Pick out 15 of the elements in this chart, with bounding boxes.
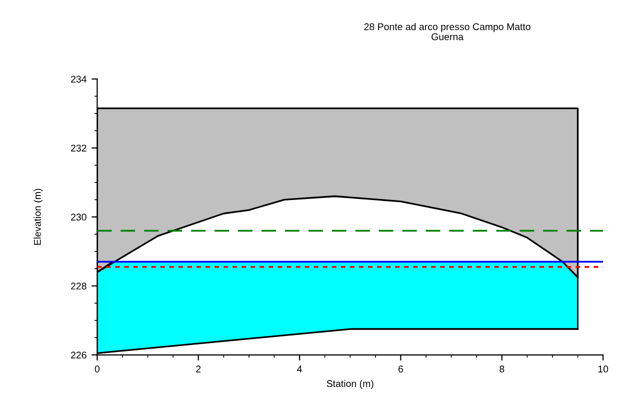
x-axis-title: Station (m) (326, 380, 374, 389)
y-axis-title: Elevation (m) (34, 188, 43, 245)
y-tick-label: 228 (71, 282, 86, 290)
y-tick-label: 234 (71, 76, 86, 83)
chart-title: 28 Ponte ad arco presso Campo Matto (364, 23, 530, 32)
y-tick-label: 232 (71, 144, 86, 152)
x-tick-label: 6 (398, 366, 403, 372)
y-tick-label: 230 (71, 214, 86, 221)
x-tick-label: 0 (94, 366, 100, 372)
y-tick-label: 226 (71, 352, 86, 359)
x-tick-label: 4 (297, 366, 302, 372)
x-tick-label: 2 (196, 366, 201, 372)
x-tick-label: 8 (500, 366, 504, 372)
x-tick-label: 10 (598, 366, 608, 372)
chart-subtitle: Guerna (432, 33, 464, 40)
